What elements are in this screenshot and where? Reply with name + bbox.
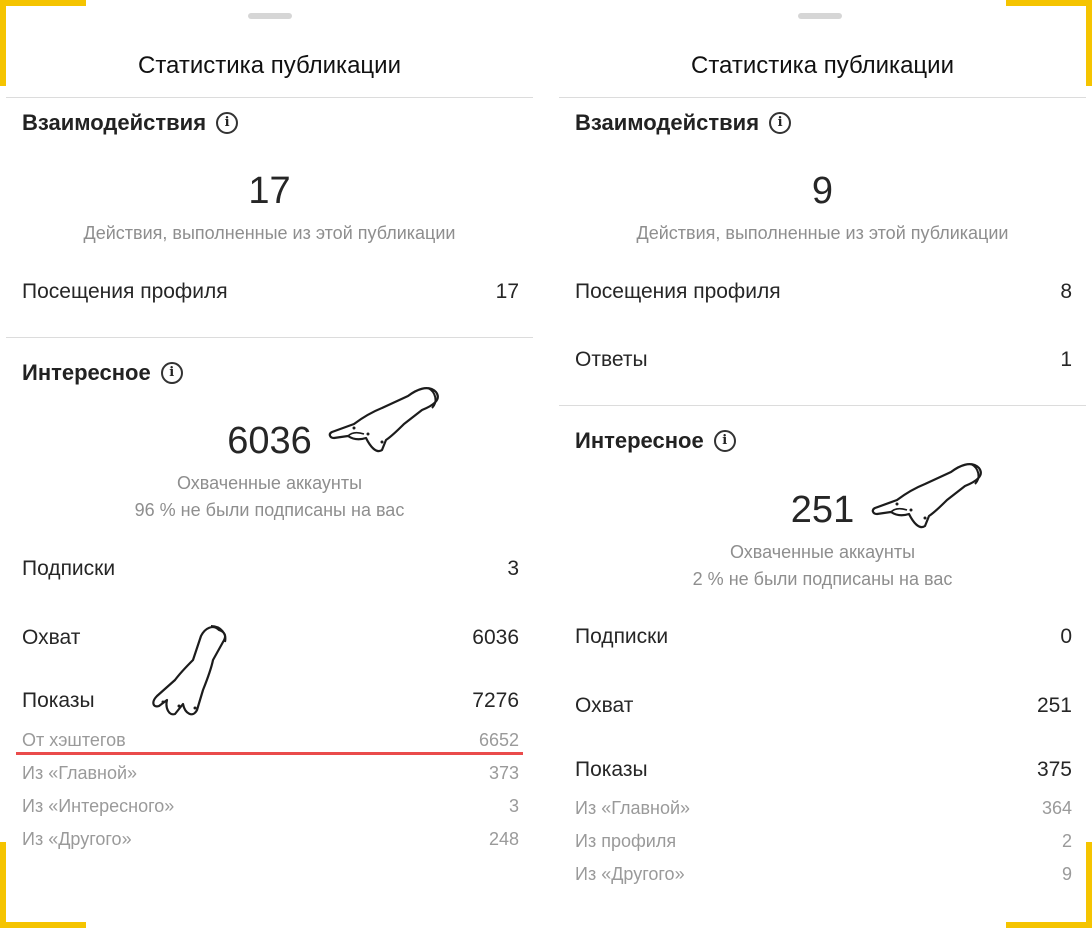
sub-stat-label: Из «Главной»	[22, 763, 138, 783]
sub-stat-row: Из «Другого» 248	[22, 829, 519, 850]
frame-corner-br-v	[1086, 842, 1092, 928]
stat-label: Охват	[22, 626, 81, 649]
stat-value: 8	[1060, 280, 1072, 303]
stat-value: 0	[1060, 625, 1072, 648]
discovery-heading-label: Интересное	[575, 428, 704, 453]
sub-stat-row: Из «Главной» 364	[575, 798, 1072, 819]
discovery-total: 6036	[227, 420, 312, 462]
stat-row: Показы 7276	[22, 689, 519, 713]
interactions-heading: Взаимодействия i	[575, 110, 792, 136]
sub-stat-label: От хэштегов	[22, 730, 126, 750]
section-divider	[559, 405, 1086, 406]
frame-corner-bl-h	[0, 922, 86, 928]
frame-corner-tr-v	[1086, 0, 1092, 86]
header-divider	[559, 97, 1086, 98]
sub-stat-value: 2	[1061, 831, 1072, 851]
frame-corner-tr-h	[1006, 0, 1092, 6]
sub-stat-value: 248	[488, 829, 519, 849]
interactions-heading-label: Взаимодействия	[575, 110, 760, 135]
discovery-heading-label: Интересное	[22, 360, 151, 385]
stat-value: 375	[1036, 758, 1072, 781]
info-icon[interactable]: i	[713, 430, 736, 452]
sub-stat-value: 6652	[478, 730, 519, 750]
interactions-heading: Взаимодействия i	[22, 110, 239, 136]
sub-stat-value: 3	[508, 796, 519, 816]
pointing-hand-icon	[328, 387, 439, 453]
stat-row: Охват 251	[575, 694, 1072, 718]
left-insights-panel: Статистика публикации Взаимодействия i 1…	[6, 0, 533, 928]
discovery-heading: Интересное i	[22, 360, 183, 386]
interactions-total: 9	[811, 170, 834, 212]
stat-value: 7276	[472, 689, 519, 712]
stat-value: 6036	[472, 626, 519, 649]
pointing-hand-icon	[871, 463, 982, 529]
info-icon[interactable]: i	[216, 112, 239, 134]
sub-stat-value: 9	[1061, 864, 1072, 884]
discovery-caption-secondary: 96 % не были подписаны на вас	[134, 500, 405, 520]
sheet-grabber[interactable]	[798, 13, 842, 19]
sub-stat-label: Из «Другого»	[575, 864, 685, 884]
sub-stat-row: Из профиля 2	[575, 831, 1072, 852]
section-divider	[6, 337, 533, 338]
interactions-caption: Действия, выполненные из этой публикации	[636, 223, 1009, 243]
stat-label: Подписки	[575, 625, 669, 648]
stat-label: Подписки	[22, 557, 116, 580]
frame-corner-tl-h	[0, 0, 86, 6]
sub-stat-value: 373	[488, 763, 519, 783]
stat-label: Показы	[22, 689, 95, 712]
frame-corner-bl-v	[0, 842, 6, 928]
pointing-hand-icon	[152, 625, 227, 716]
stat-row: Показы 375	[575, 758, 1072, 782]
discovery-caption-secondary: 2 % не были подписаны на вас	[692, 569, 953, 589]
header-divider	[6, 97, 533, 98]
stat-row: Посещения профиля 17	[22, 280, 519, 304]
sub-stat-row: Из «Главной» 373	[22, 763, 519, 784]
interactions-caption: Действия, выполненные из этой публикации	[83, 223, 456, 243]
discovery-heading: Интересное i	[575, 428, 736, 454]
stat-row: Ответы 1	[575, 348, 1072, 372]
stat-value: 3	[507, 557, 519, 580]
stat-row: Посещения профиля 8	[575, 280, 1072, 304]
stat-value: 251	[1036, 694, 1072, 717]
discovery-caption: Охваченные аккаунты	[729, 542, 916, 562]
discovery-caption: Охваченные аккаунты	[176, 473, 363, 493]
sub-stat-value: 364	[1041, 798, 1072, 818]
stat-label: Ответы	[575, 348, 648, 371]
interactions-heading-label: Взаимодействия	[22, 110, 207, 135]
highlight-underline	[16, 752, 523, 755]
discovery-total: 251	[790, 489, 855, 531]
stat-label: Показы	[575, 758, 648, 781]
sheet-grabber[interactable]	[248, 13, 292, 19]
stat-value: 1	[1060, 348, 1072, 371]
interactions-total: 17	[248, 170, 291, 212]
frame-corner-tl-v	[0, 0, 6, 86]
sub-stat-label: Из профиля	[575, 831, 677, 851]
stat-label: Посещения профиля	[575, 280, 781, 303]
stat-label: Охват	[575, 694, 634, 717]
stat-label: Посещения профиля	[22, 280, 228, 303]
info-icon[interactable]: i	[160, 362, 183, 384]
stat-row: Охват 6036	[22, 626, 519, 650]
sub-stat-label: Из «Интересного»	[22, 796, 175, 816]
stat-row: Подписки 3	[22, 557, 519, 581]
sub-stat-row: От хэштегов 6652	[22, 730, 519, 751]
page-title: Статистика публикации	[691, 52, 954, 79]
stat-row: Подписки 0	[575, 625, 1072, 649]
sub-stat-label: Из «Главной»	[575, 798, 691, 818]
stat-value: 17	[495, 280, 519, 303]
page-title: Статистика публикации	[138, 52, 401, 79]
sub-stat-label: Из «Другого»	[22, 829, 132, 849]
info-icon[interactable]: i	[769, 112, 792, 134]
sub-stat-row: Из «Другого» 9	[575, 864, 1072, 885]
right-insights-panel: Статистика публикации Взаимодействия i 9…	[559, 0, 1086, 928]
frame-corner-br-h	[1006, 922, 1092, 928]
sub-stat-row: Из «Интересного» 3	[22, 796, 519, 817]
